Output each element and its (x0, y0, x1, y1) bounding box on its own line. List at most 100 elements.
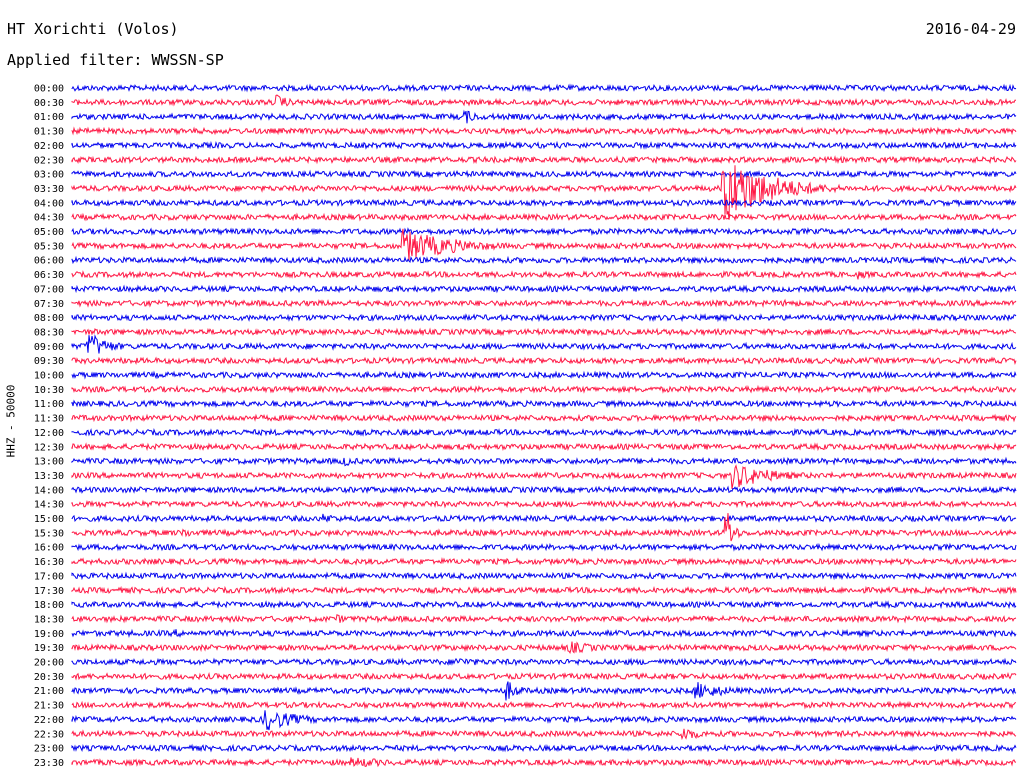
trace-line (71, 427, 1017, 437)
time-label: 12:30 (34, 442, 64, 453)
trace-line (71, 313, 1017, 323)
trace-line (71, 298, 1017, 308)
time-label: 00:30 (34, 98, 64, 109)
time-label: 20:00 (34, 658, 64, 669)
time-labels: 00:00 00:30 01:00 01:30 02:00 02:30 03:00 03:30… (34, 84, 64, 769)
trace-line (71, 671, 1017, 681)
seismic-traces (71, 83, 1017, 768)
time-label: 22:00 (34, 715, 64, 726)
trace-line (71, 710, 1017, 731)
time-label: 04:00 (34, 198, 64, 209)
time-label: 06:30 (34, 270, 64, 281)
time-label: 22:30 (34, 729, 64, 740)
time-label: 21:30 (34, 701, 64, 712)
time-label: 17:00 (34, 571, 64, 582)
time-label: 02:00 (34, 141, 64, 152)
trace-line (71, 255, 1017, 265)
time-label: 18:00 (34, 600, 64, 611)
trace-line (71, 513, 1017, 523)
trace-line (71, 557, 1017, 567)
trace-line (71, 155, 1017, 165)
time-label: 16:00 (34, 543, 64, 554)
trace-line (71, 464, 1017, 489)
trace-line (71, 757, 1017, 768)
time-label: 23:00 (34, 744, 64, 755)
trace-line (71, 641, 1017, 655)
station-title: HT Xorichti (Volos) (7, 20, 179, 38)
time-label: 18:30 (34, 614, 64, 625)
time-label: 08:30 (34, 327, 64, 338)
trace-line (71, 356, 1017, 366)
time-label: 14:30 (34, 500, 64, 511)
time-label: 23:30 (34, 758, 64, 769)
time-label: 12:00 (34, 428, 64, 439)
trace-line (71, 413, 1017, 423)
trace-line (71, 743, 1017, 753)
time-label: 19:30 (34, 643, 64, 654)
date-label: 2016-04-29 (925, 20, 1016, 38)
time-label: 07:30 (34, 299, 64, 310)
time-label: 03:30 (34, 184, 64, 195)
trace-line (71, 126, 1017, 136)
time-label: 10:00 (34, 371, 64, 382)
trace-line (71, 384, 1017, 394)
trace-line (71, 109, 1017, 124)
trace-line (71, 499, 1017, 509)
trace-line (71, 399, 1017, 409)
trace-line (71, 571, 1017, 581)
trace-line (71, 628, 1017, 638)
trace-line (71, 83, 1017, 93)
time-label: 07:00 (34, 284, 64, 295)
time-label: 11:00 (34, 399, 64, 410)
time-label: 19:00 (34, 629, 64, 640)
time-label: 09:30 (34, 356, 64, 367)
trace-line (71, 370, 1017, 380)
time-label: 21:00 (34, 686, 64, 697)
time-label: 00:00 (34, 84, 64, 95)
time-label: 10:30 (34, 385, 64, 396)
filter-label: Applied filter: WWSSN-SP (7, 51, 224, 69)
trace-line (71, 270, 1017, 280)
trace-line (71, 442, 1017, 452)
trace-line (71, 681, 1017, 701)
time-label: 09:00 (34, 342, 64, 353)
time-label: 05:30 (34, 241, 64, 252)
trace-line (71, 140, 1017, 150)
time-label: 03:00 (34, 170, 64, 181)
time-label: 05:00 (34, 227, 64, 238)
time-label: 13:30 (34, 471, 64, 482)
trace-line (71, 585, 1017, 595)
time-label: 01:30 (34, 127, 64, 138)
time-label: 16:30 (34, 557, 64, 568)
trace-line (71, 169, 1017, 179)
time-label: 04:30 (34, 213, 64, 224)
trace-line (71, 728, 1017, 741)
time-label: 11:30 (34, 414, 64, 425)
time-label: 20:30 (34, 672, 64, 683)
trace-line (71, 198, 1017, 208)
trace-line (71, 226, 1017, 237)
trace-line (71, 657, 1017, 667)
time-label: 13:00 (34, 457, 64, 468)
time-label: 08:00 (34, 313, 64, 324)
time-label: 01:00 (34, 112, 64, 123)
trace-line (71, 600, 1017, 610)
trace-line (71, 513, 1017, 542)
trace-line (71, 334, 1017, 354)
trace-line (71, 212, 1017, 222)
trace-line (71, 542, 1017, 552)
trace-line (71, 94, 1017, 107)
time-label: 02:30 (34, 155, 64, 166)
trace-line (71, 700, 1017, 710)
trace-line (71, 327, 1017, 337)
time-label: 14:00 (34, 485, 64, 496)
time-label: 17:30 (34, 586, 64, 597)
time-label: 15:30 (34, 528, 64, 539)
trace-line (71, 165, 1017, 220)
trace-line (71, 456, 1017, 467)
time-label: 06:00 (34, 256, 64, 267)
trace-line (71, 228, 1017, 261)
trace-line (71, 284, 1017, 294)
trace-line (71, 485, 1017, 495)
